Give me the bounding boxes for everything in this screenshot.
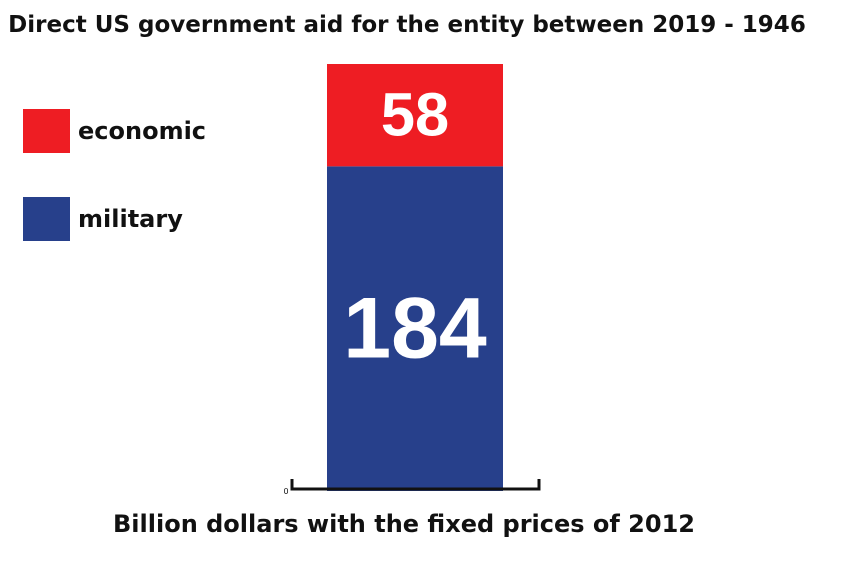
bar-segment-military bbox=[327, 166, 503, 491]
data-label-military: 184 bbox=[343, 281, 487, 377]
legend-label-military: military bbox=[78, 205, 183, 233]
legend-item-economic: economic bbox=[23, 109, 206, 153]
x-axis-line bbox=[290, 479, 541, 491]
bar-segment-economic bbox=[327, 64, 503, 167]
legend-label-economic: economic bbox=[78, 117, 207, 145]
legend-swatch-military bbox=[23, 197, 70, 241]
x-axis-label: Billion dollars with the fixed prices of… bbox=[113, 510, 695, 538]
y-tick-label: 0 bbox=[283, 487, 288, 496]
data-label-economic: 58 bbox=[381, 81, 449, 150]
legend-swatch-economic bbox=[23, 109, 70, 153]
chart-title: Direct US government aid for the entity … bbox=[8, 12, 806, 38]
legend-item-military: military bbox=[23, 197, 183, 241]
